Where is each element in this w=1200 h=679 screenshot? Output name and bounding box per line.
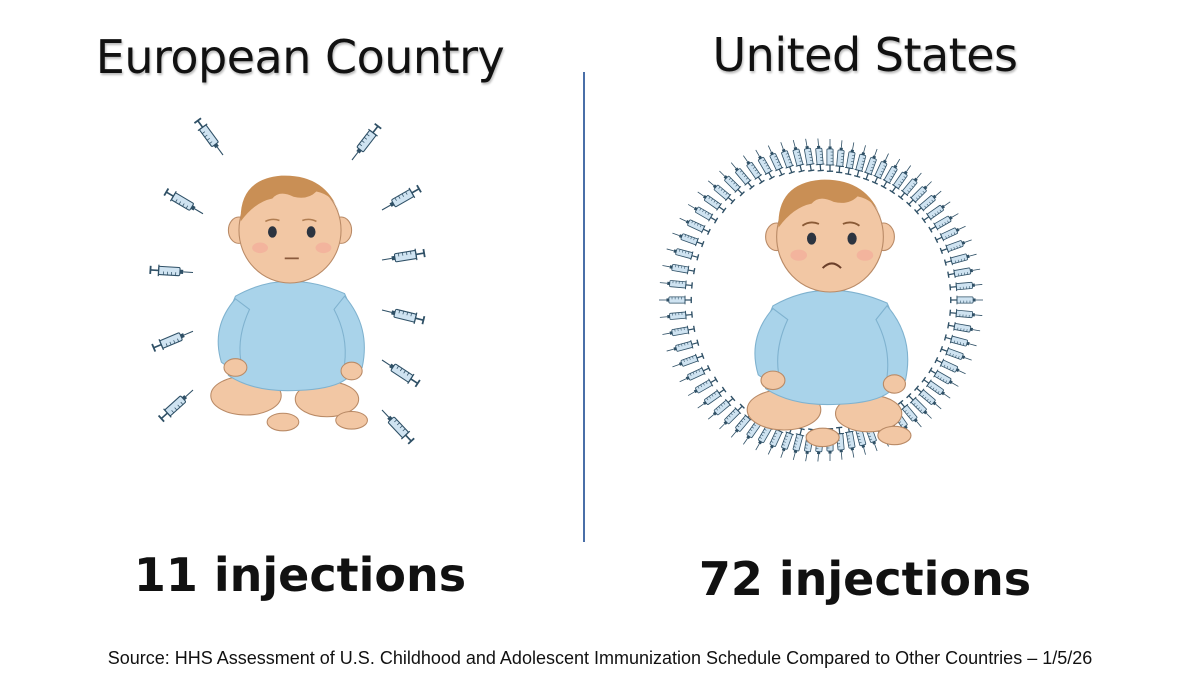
syringe-icon: [755, 149, 775, 181]
syringe-icon: [871, 153, 889, 185]
syringe-icon: [844, 142, 856, 176]
syringe-icon: [897, 172, 922, 201]
syringe-icon: [687, 376, 719, 396]
syringe-icon: [157, 389, 194, 423]
syringe-icon: [381, 308, 426, 325]
baby-sad-icon: [746, 179, 912, 448]
syringe-icon: [662, 263, 696, 275]
baby-neutral-icon: [210, 175, 368, 432]
syringe-icon: [906, 393, 932, 419]
syringe-icon: [149, 264, 194, 277]
syringe-icon: [835, 426, 845, 460]
syringe-icon: [889, 165, 912, 195]
syringe-icon: [934, 225, 966, 243]
right-illustration: [659, 138, 983, 462]
syringe-icon: [351, 122, 382, 161]
syringe-icon: [687, 204, 719, 224]
syringe-icon: [914, 385, 942, 410]
syringe-icon: [921, 376, 951, 399]
syringe-icon: [921, 201, 951, 224]
syringe-icon: [697, 191, 727, 214]
syringe-icon: [381, 409, 415, 445]
syringe-icon: [835, 140, 845, 174]
united-states-heading: United States: [712, 28, 1019, 82]
syringe-icon: [949, 281, 983, 292]
syringe-icon: [659, 295, 692, 305]
syringe-icon: [947, 322, 981, 333]
syringe-icon: [947, 267, 981, 278]
syringe-icon: [707, 395, 736, 420]
syringe-icon: [163, 188, 204, 215]
syringe-icon: [914, 190, 942, 215]
syringe-icon: [666, 339, 700, 352]
left-illustration: [149, 117, 426, 445]
center-divider: [583, 72, 585, 542]
syringe-icon: [934, 357, 966, 375]
syringe-icon: [679, 217, 711, 235]
syringe-icon: [815, 138, 825, 172]
syringe-icon: [943, 334, 977, 347]
syringe-icon: [950, 295, 983, 305]
syringe-icon: [193, 117, 224, 156]
syringe-icon: [730, 162, 755, 190]
us-injection-count: 72 injections: [698, 552, 1032, 606]
syringe-icon: [381, 184, 422, 211]
syringe-icon: [854, 145, 867, 178]
syringe-icon: [679, 365, 711, 383]
syringe-icon: [719, 403, 745, 430]
syringe-icon: [939, 239, 972, 255]
syringe-icon: [906, 181, 932, 207]
syringe-icon: [928, 367, 959, 387]
syringe-icon: [939, 345, 972, 361]
syringe-icon: [662, 325, 696, 337]
syringe-icon: [719, 170, 745, 197]
syringe-icon: [792, 427, 805, 461]
european-injection-count: 11 injections: [133, 548, 467, 602]
syringe-icon: [943, 253, 977, 266]
syringe-icon: [767, 145, 785, 177]
syringe-icon: [666, 248, 700, 261]
left-syringes-group: [149, 117, 426, 445]
syringe-icon: [697, 386, 727, 409]
syringe-icon: [381, 359, 421, 388]
syringe-icon: [659, 280, 693, 290]
syringe-icon: [844, 424, 856, 458]
syringe-icon: [792, 139, 805, 173]
syringe-icon: [151, 330, 194, 352]
syringe-icon: [862, 148, 878, 182]
syringe-icon: [928, 213, 959, 233]
syringe-icon: [707, 180, 736, 205]
syringe-icon: [897, 399, 922, 428]
syringe-icon: [825, 139, 835, 172]
syringe-icon: [672, 232, 705, 248]
syringe-icon: [381, 248, 426, 263]
syringe-icon: [672, 352, 705, 368]
european-country-heading: European Country: [95, 30, 505, 84]
syringe-icon: [743, 155, 765, 185]
source-citation: Source: HHS Assessment of U.S. Childhood…: [107, 648, 1093, 668]
syringe-icon: [659, 310, 693, 320]
syringe-icon: [804, 138, 815, 172]
syringe-icon: [780, 142, 795, 175]
syringe-icon: [949, 308, 983, 319]
syringe-icon: [880, 158, 901, 190]
